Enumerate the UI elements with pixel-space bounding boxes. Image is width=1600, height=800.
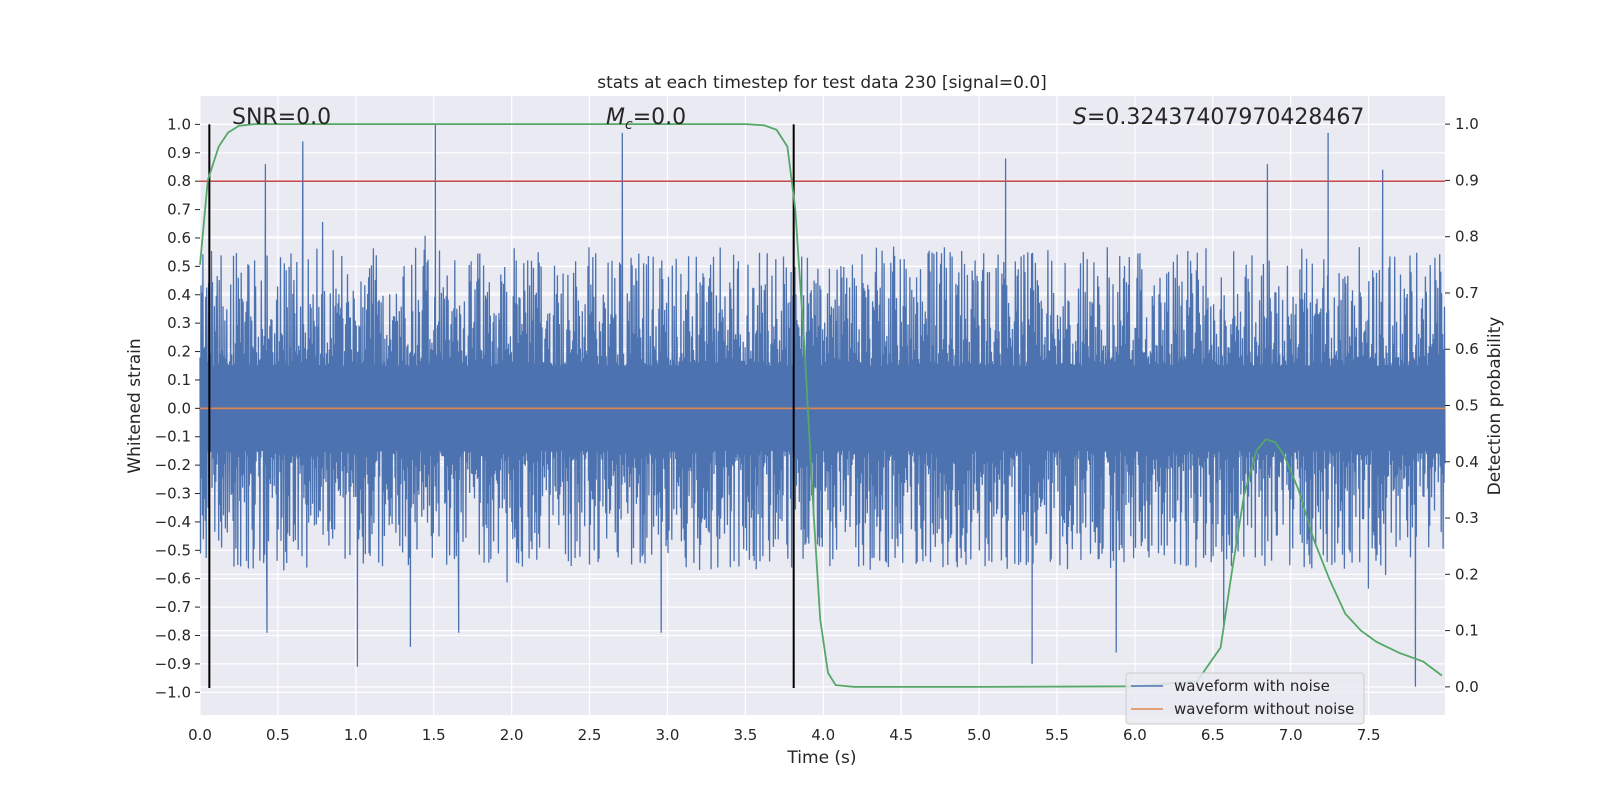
x-tick-label: 1.5 xyxy=(422,726,446,744)
y-right-tick-label: 0.0 xyxy=(1455,678,1479,696)
x-tick-labels: 0.0 0.5 1.0 1.5 2.0 2.5 3.0 3.5 4.0 4.5 5.0 5.5 6.0 6… xyxy=(188,726,1381,744)
y-right-tick-labels: 1.0 0.9 0.8 0.7 0.6 0.5 0.4 0.3 0.2 0.1 0.0 xyxy=(1445,115,1479,696)
x-tick-label: 0.5 xyxy=(266,726,290,744)
y-left-tick-label: 0.7 xyxy=(167,201,191,219)
y-right-tick-label: 0.7 xyxy=(1455,284,1479,302)
detection-probability-series xyxy=(199,123,1443,688)
vertical-markers xyxy=(208,124,795,689)
y-left-tick-label: −0.5 xyxy=(155,541,191,559)
x-tick-label: 2.5 xyxy=(578,726,602,744)
x-tick-label: 1.0 xyxy=(344,726,368,744)
y-left-tick-label: −1.0 xyxy=(155,683,191,701)
y-left-tick-label: 0.9 xyxy=(167,144,191,162)
x-tick-label: 6.0 xyxy=(1123,726,1147,744)
y-left-tick-label: −0.7 xyxy=(155,598,191,616)
x-axis-label: Time (s) xyxy=(786,748,856,768)
y-left-tick-label: 0.6 xyxy=(167,229,191,247)
x-tick-label: 4.0 xyxy=(811,726,835,744)
x-tick-label: 7.5 xyxy=(1357,726,1381,744)
y-left-tick-label: 0.4 xyxy=(167,286,191,304)
y-right-tick-label: 0.4 xyxy=(1455,453,1479,471)
x-tick-label: 2.0 xyxy=(500,726,524,744)
detection-probability-line xyxy=(199,123,1443,688)
y-right-tick-label: 1.0 xyxy=(1455,115,1479,133)
y-right-tick-label: 0.5 xyxy=(1455,397,1479,415)
waveform-with-noise-line xyxy=(199,124,1446,687)
y-left-tick-label: 0.1 xyxy=(167,371,191,389)
y-left-tick-label: −0.1 xyxy=(155,428,191,446)
legend-box xyxy=(1125,672,1365,725)
y-left-tick-label: −0.3 xyxy=(155,485,191,503)
y-left-tick-label: −0.8 xyxy=(155,626,191,644)
y-left-tick-labels: 1.0 0.9 0.8 0.7 0.6 0.5 0.4 0.3 0.2 0.1 0.0 −0.1 −0.… xyxy=(155,115,200,701)
legend: waveform with noise waveform without noi… xyxy=(1125,672,1365,725)
y-left-tick-label: 0.3 xyxy=(167,314,191,332)
y-left-tick-label: −0.9 xyxy=(155,655,191,673)
chirp-mass-annotation: Mc=0.0 xyxy=(606,105,686,133)
x-tick-label: 0.0 xyxy=(188,726,212,744)
y-left-tick-label: 0.2 xyxy=(167,343,191,361)
x-tick-label: 5.0 xyxy=(967,726,991,744)
x-tick-label: 7.0 xyxy=(1279,726,1303,744)
y-left-tick-label: −0.4 xyxy=(155,513,191,531)
y-right-tick-label: 0.6 xyxy=(1455,340,1479,358)
chart-title: stats at each timestep for test data 230… xyxy=(597,73,1047,93)
y-left-tick-label: 0.5 xyxy=(167,257,191,275)
score-annotation: S=0.32437407970428467 xyxy=(1073,105,1364,130)
y-left-tick-label: 0.0 xyxy=(167,399,191,417)
y-right-tick-label: 0.2 xyxy=(1455,565,1479,583)
x-tick-label: 5.5 xyxy=(1045,726,1069,744)
y-right-tick-label: 0.1 xyxy=(1455,622,1479,640)
x-tick-label: 3.0 xyxy=(656,726,680,744)
y-left-tick-label: 0.8 xyxy=(167,172,191,190)
x-tick-label: 4.5 xyxy=(889,726,913,744)
snr-annotation: SNR=0.0 xyxy=(232,105,331,130)
x-tick-label: 6.5 xyxy=(1201,726,1225,744)
y-right-tick-label: 0.3 xyxy=(1455,509,1479,527)
legend-label-clean: waveform without noise xyxy=(1174,700,1354,718)
y-right-tick-label: 0.9 xyxy=(1455,171,1479,189)
y-right-tick-label: 0.8 xyxy=(1455,228,1479,246)
y-left-tick-label: −0.2 xyxy=(155,456,191,474)
y-left-tick-label: −0.6 xyxy=(155,570,191,588)
waveform-with-noise-series xyxy=(199,124,1446,687)
y-left-axis-label: Whitened strain xyxy=(125,338,145,473)
x-tick-label: 3.5 xyxy=(733,726,757,744)
y-right-axis-label: Detection probability xyxy=(1485,317,1505,496)
legend-label-noise: waveform with noise xyxy=(1174,677,1330,695)
y-left-tick-label: 1.0 xyxy=(167,115,191,133)
